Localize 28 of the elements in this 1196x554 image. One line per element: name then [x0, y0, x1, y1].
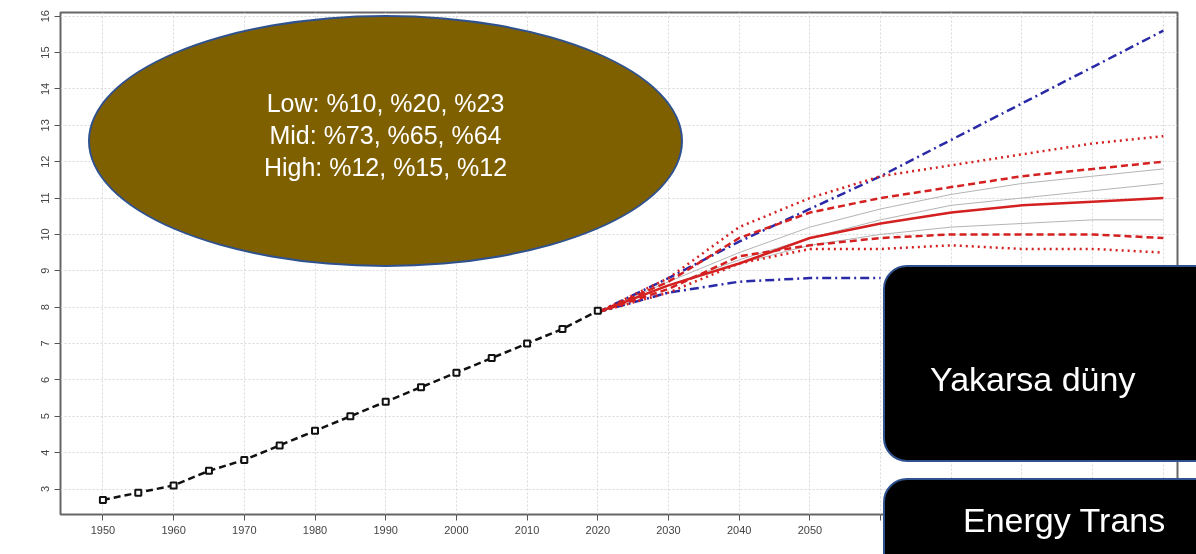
y-tick-label: 9	[39, 267, 52, 274]
y-tick-label: 14	[39, 82, 52, 96]
y-tick-label: 5	[39, 413, 52, 420]
x-tick-label: 2010	[514, 523, 540, 536]
y-tick-label: 4	[39, 449, 52, 456]
x-tick-label: 1950	[90, 523, 116, 536]
y-tick-label: 11	[39, 192, 52, 204]
annotation: Low: %10, %20, %23 Mid: %73, %65, %64 High: %12, %15, %12	[262, 88, 509, 183]
y-tick-label: 16	[39, 10, 52, 23]
y-tick-label: 7	[39, 340, 52, 347]
x-tick-label: 2040	[726, 523, 752, 536]
y-tick-label: 3	[39, 485, 52, 493]
annotation: Energy Trans	[962, 500, 1167, 541]
y-tick-label: 12	[39, 155, 52, 168]
x-tick-label: 1960	[161, 523, 186, 536]
x-tick-label: 2030	[656, 523, 681, 536]
y-tick-label: 10	[39, 228, 52, 241]
x-tick-label: 2020	[585, 523, 611, 536]
y-tick-label: 8	[39, 304, 52, 311]
x-tick-label: 2050	[797, 523, 823, 536]
x-tick-label: 2000	[444, 523, 469, 536]
y-tick-label: 13	[39, 119, 52, 132]
annotation: Yakarsa düny	[929, 359, 1137, 400]
x-tick-label: 1990	[373, 523, 398, 536]
y-tick-label: 6	[39, 376, 52, 383]
x-tick-label: 1970	[232, 523, 257, 536]
x-tick-label: 1980	[302, 523, 328, 536]
y-tick-label: 15	[39, 46, 52, 59]
